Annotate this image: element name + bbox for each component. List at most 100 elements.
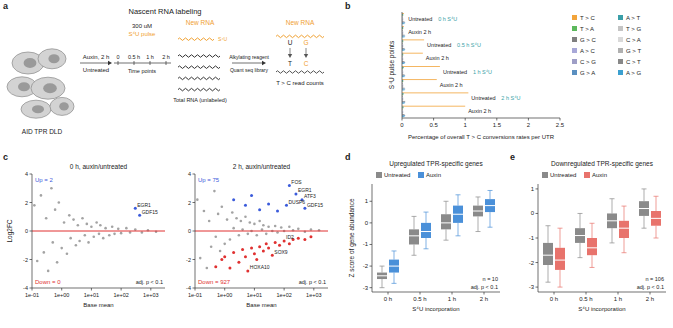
x-tick-label: 0 bbox=[400, 122, 404, 128]
timeline-tick bbox=[166, 61, 167, 65]
point bbox=[75, 244, 78, 247]
point bbox=[258, 220, 261, 223]
median bbox=[441, 222, 451, 223]
x-tick bbox=[618, 292, 619, 295]
group-label: 0.5 h S⁴U bbox=[457, 42, 481, 48]
category-label: Untreated bbox=[427, 42, 451, 48]
y-tick bbox=[193, 202, 196, 203]
treatment: Auxin, 2 h bbox=[83, 54, 110, 60]
point bbox=[134, 228, 137, 231]
x-tick-label: 0 h bbox=[384, 296, 392, 302]
bar bbox=[402, 22, 405, 24]
point bbox=[56, 261, 59, 264]
y-tick bbox=[536, 188, 539, 189]
median bbox=[651, 218, 661, 219]
legend-label: C > A bbox=[626, 37, 641, 43]
whisker bbox=[560, 228, 561, 248]
bar bbox=[402, 48, 405, 50]
point bbox=[36, 260, 39, 263]
annotation: adj. p < 0.1 bbox=[637, 284, 664, 290]
x-tick-label: 1e+00 bbox=[217, 292, 232, 298]
whisker bbox=[446, 201, 447, 214]
point bbox=[51, 241, 54, 244]
whisker bbox=[644, 216, 645, 228]
y-tick-label: 0 bbox=[365, 220, 369, 226]
bar bbox=[402, 102, 405, 104]
bars bbox=[402, 13, 468, 117]
point bbox=[262, 249, 265, 252]
base: T bbox=[288, 60, 292, 67]
point bbox=[310, 228, 313, 231]
bar bbox=[402, 39, 424, 41]
point bbox=[66, 253, 69, 256]
x-tick-label: 1 h bbox=[614, 296, 622, 302]
legend-swatch bbox=[572, 70, 577, 75]
point bbox=[223, 243, 226, 246]
point bbox=[40, 194, 43, 197]
point bbox=[237, 261, 240, 264]
point bbox=[92, 235, 95, 238]
point bbox=[223, 255, 226, 258]
point bbox=[90, 225, 93, 228]
point bbox=[240, 220, 243, 223]
x-tick bbox=[484, 292, 485, 295]
arrow bbox=[306, 48, 307, 55]
point bbox=[265, 233, 268, 236]
arrow-head bbox=[288, 54, 292, 58]
x-tick bbox=[452, 292, 453, 295]
point bbox=[267, 225, 270, 228]
whisker-cap bbox=[590, 267, 595, 268]
y-label: S⁴U pulse points bbox=[388, 40, 396, 89]
legend-swatch bbox=[376, 172, 382, 178]
x-label: Base mean bbox=[246, 302, 276, 308]
x-tick-label: 2.5 bbox=[556, 122, 565, 128]
bar bbox=[402, 105, 465, 107]
point bbox=[68, 214, 71, 217]
point bbox=[78, 240, 81, 243]
title: Downregulated TPR-specific genes bbox=[551, 160, 654, 168]
whisker-cap bbox=[380, 266, 385, 267]
annotation: n = 10 bbox=[483, 276, 498, 282]
whisker-cap bbox=[590, 223, 595, 224]
y-tick bbox=[536, 213, 539, 214]
bar bbox=[402, 101, 405, 103]
bar bbox=[402, 89, 405, 91]
x-tick-label: 2 h bbox=[646, 296, 654, 302]
point bbox=[214, 265, 217, 268]
y-tick bbox=[370, 222, 373, 223]
bar bbox=[402, 36, 405, 38]
legend-label: Auxin bbox=[426, 172, 441, 178]
point bbox=[113, 233, 116, 236]
annotation: adj. p < 0.1 bbox=[471, 284, 498, 290]
gene-label: SOX9 bbox=[274, 249, 288, 255]
subtitle: adj. p < 0.1 bbox=[136, 279, 163, 285]
y-tick-label: -2 bbox=[529, 260, 535, 266]
reagent: Alkylating reagent bbox=[229, 54, 269, 60]
whisker bbox=[656, 226, 657, 238]
rna-strand bbox=[276, 35, 324, 38]
category-label: Auxin 2 h bbox=[408, 29, 431, 35]
y-tick bbox=[370, 201, 373, 202]
legend-label: Untreated bbox=[384, 172, 410, 178]
median bbox=[543, 255, 553, 256]
point bbox=[214, 235, 217, 238]
label-base: S⁴U bbox=[218, 36, 227, 42]
whisker bbox=[612, 199, 613, 214]
legend-swatch bbox=[618, 26, 623, 31]
boxes bbox=[543, 189, 661, 287]
timeline-tick bbox=[134, 61, 135, 65]
point bbox=[241, 228, 244, 231]
point bbox=[265, 242, 268, 245]
whisker-cap bbox=[444, 240, 449, 241]
whisker bbox=[394, 251, 395, 260]
bar bbox=[402, 63, 405, 65]
bar bbox=[402, 100, 405, 102]
whisker-cap bbox=[654, 196, 659, 197]
whisker-cap bbox=[412, 216, 417, 217]
point bbox=[87, 241, 90, 244]
point bbox=[253, 252, 256, 255]
rna-strand bbox=[178, 88, 220, 91]
series-label: Up = 2 bbox=[35, 177, 54, 183]
gene-label: DUSP6 bbox=[288, 199, 305, 205]
x-tick bbox=[496, 118, 497, 121]
